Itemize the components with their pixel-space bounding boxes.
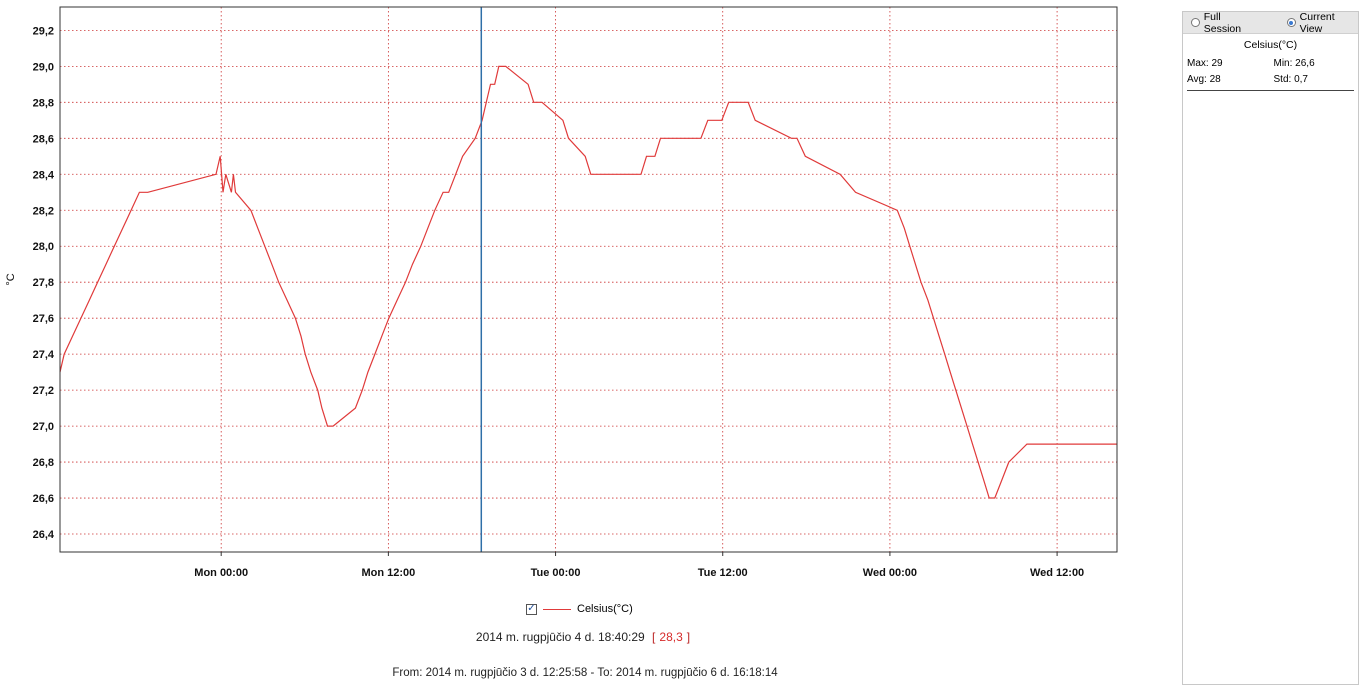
x-tick-label: Mon 12:00 [361, 567, 415, 579]
x-tick-label: Mon 00:00 [194, 567, 248, 579]
y-tick-label: 27,6 [33, 313, 54, 325]
y-tick-label: 26,8 [33, 457, 54, 469]
current-view-radio-icon[interactable] [1286, 18, 1296, 27]
chart-legend: ✓ Celsius(°C) [526, 601, 633, 617]
y-axis-label: °C [5, 273, 17, 285]
y-tick-label: 27,2 [33, 385, 54, 397]
grid [60, 7, 1117, 552]
cursor-datetime: 2014 m. rugpjūčio 4 d. 18:40:29 [475, 630, 645, 644]
view-mode-selector: Full Session Current View [1183, 10, 1358, 35]
x-tick-label: Wed 12:00 [1030, 567, 1084, 579]
plot-area-frame [59, 6, 1118, 553]
stat-max: Max: 29 [1187, 57, 1223, 69]
y-axis-ticks: 26,4 26,6 26,8 27,0 27,2 27,4 27,6 27,8 28,0 28,2… [33, 25, 55, 541]
stat-min: Min: 26,6 [1273, 57, 1315, 69]
y-tick-label: 28,8 [33, 97, 54, 109]
legend-label: Celsius(°C) [577, 603, 633, 615]
cursor-open-bracket: [ [652, 630, 656, 644]
x-tick-label: Wed 00:00 [863, 567, 917, 579]
series-layer [59, 65, 1117, 499]
current-view-label: Current View [1299, 10, 1335, 35]
stats-grid: Max: 29 Min: 26,6 Avg: 28 Std: 0,7 [1183, 55, 1358, 87]
y-tick-label: 28,0 [33, 241, 54, 253]
y-tick-label: 26,4 [33, 529, 55, 541]
temperature-line-chart[interactable]: 26,4 26,6 26,8 27,0 27,2 27,4 27,6 27,8 28,0 28,2… [0, 0, 1180, 600]
stats-divider [1187, 90, 1354, 91]
series-line-celsius [59, 65, 1117, 499]
stat-avg: Avg: 28 [1187, 73, 1221, 85]
y-tick-label: 29,0 [33, 61, 54, 73]
stats-series-title: Celsius(°C) [1243, 39, 1298, 51]
cursor-value: 28,3 [659, 630, 683, 644]
x-axis-ticks: Mon 00:00 Mon 12:00 Tue 00:00 Tue 12:00 Wed … [194, 552, 1084, 579]
y-tick-label: 27,8 [33, 277, 54, 289]
statistics-panel: Full Session Current View Celsius(°C) Ma… [1182, 11, 1359, 685]
x-tick-label: Tue 00:00 [531, 567, 581, 579]
cursor-readout: 2014 m. rugpjūčio 4 d. 18:40:29 [28,3] [0, 630, 1170, 644]
x-tick-label: Tue 12:00 [698, 567, 748, 579]
current-view-radio[interactable]: Current View [1286, 10, 1358, 35]
y-tick-label: 28,6 [33, 133, 54, 145]
full-session-radio[interactable]: Full Session [1191, 11, 1259, 35]
y-tick-label: 28,2 [33, 205, 54, 217]
legend-swatch [543, 608, 571, 610]
y-tick-label: 28,4 [33, 169, 55, 181]
full-session-label: Full Session [1203, 10, 1242, 35]
cursor-close-bracket: ] [686, 630, 691, 644]
y-tick-label: 27,0 [33, 421, 54, 433]
series-visibility-checkbox[interactable]: ✓ [526, 603, 537, 615]
y-tick-label: 26,6 [33, 493, 54, 505]
y-tick-label: 27,4 [33, 349, 55, 361]
time-range-text: From: 2014 m. rugpjūčio 3 d. 12:25:58 - … [392, 667, 778, 679]
y-tick-label: 29,2 [33, 25, 54, 37]
full-session-radio-icon[interactable] [1191, 18, 1200, 27]
stat-std: Std: 0,7 [1273, 73, 1308, 85]
